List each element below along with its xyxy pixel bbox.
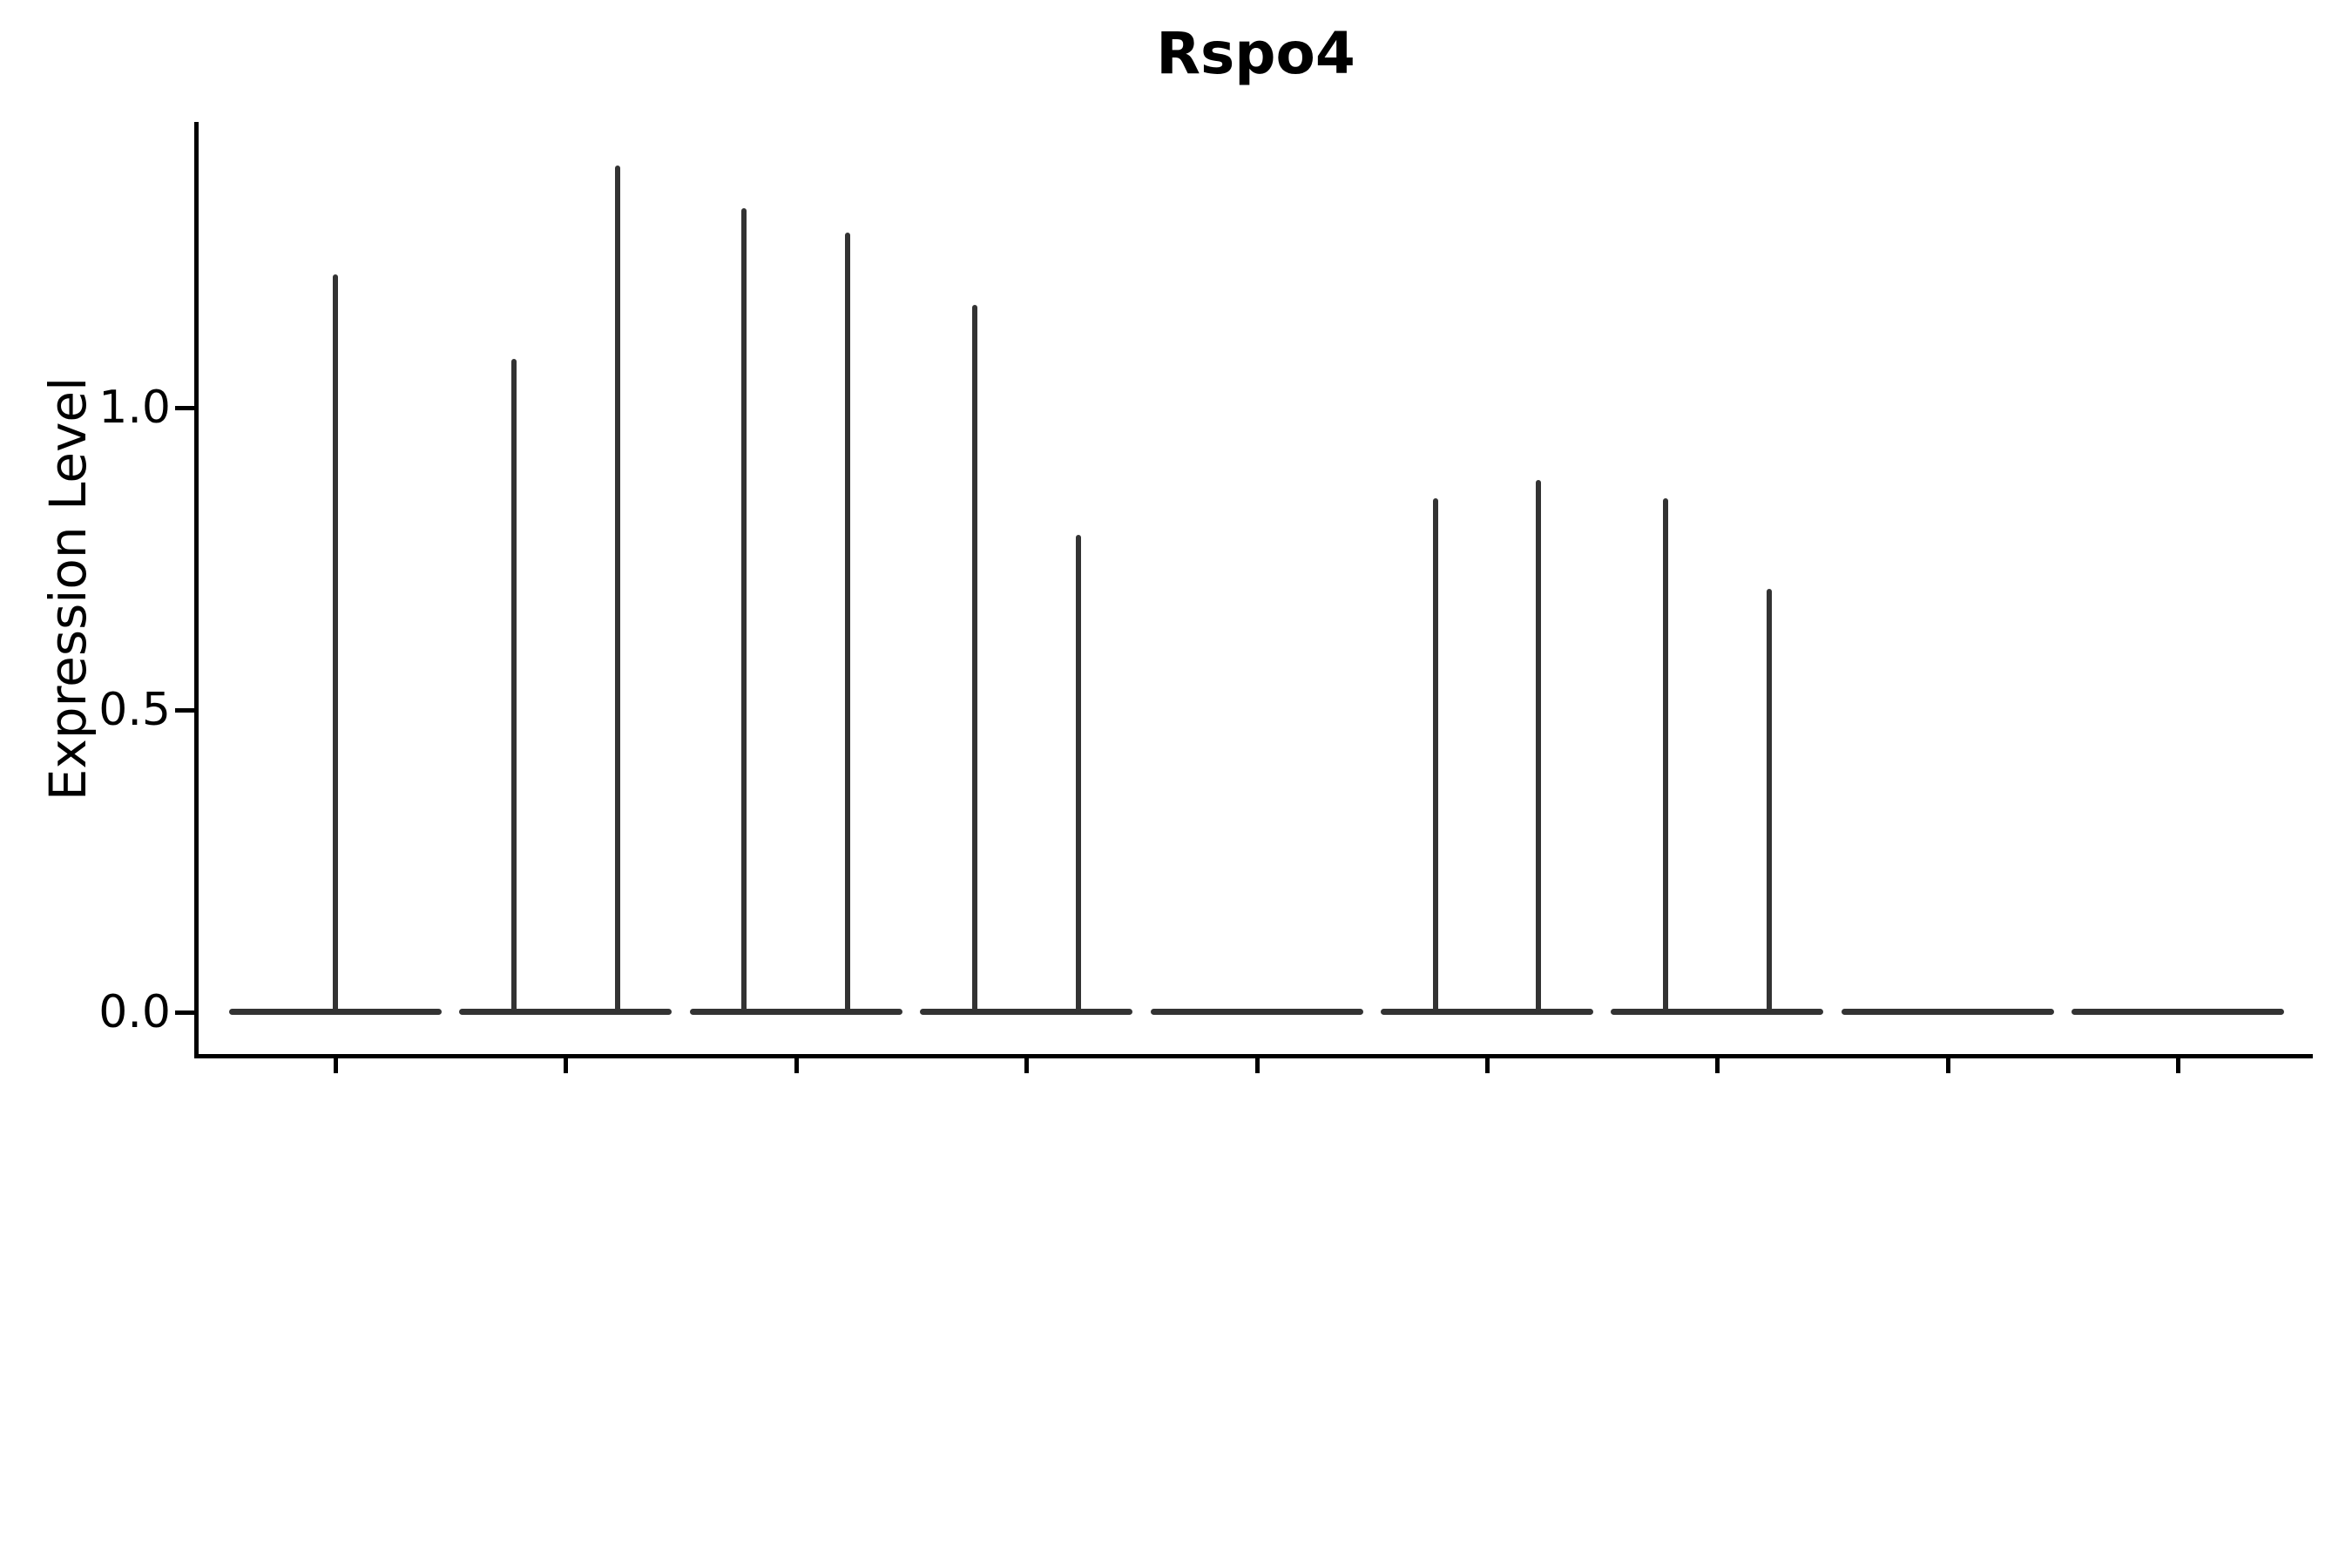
violin-body bbox=[1611, 1009, 1824, 1015]
violin-spike bbox=[1766, 589, 1772, 1012]
y-tick-label: 0.0 bbox=[98, 986, 171, 1038]
bottom-spine bbox=[194, 1054, 2313, 1058]
x-tick bbox=[1945, 1057, 1950, 1073]
violin-spike bbox=[333, 274, 338, 1012]
chart-title: Rspo4 bbox=[1156, 20, 1355, 87]
x-tick bbox=[2176, 1057, 2181, 1073]
violin-body bbox=[1150, 1009, 1363, 1015]
violin-body bbox=[920, 1009, 1133, 1015]
violin-body bbox=[2072, 1009, 2285, 1015]
y-tick-label: 1.0 bbox=[98, 382, 171, 434]
violin-spike bbox=[741, 207, 747, 1012]
y-tick bbox=[175, 1010, 194, 1015]
x-tick bbox=[1485, 1057, 1490, 1073]
y-tick-label: 0.5 bbox=[98, 684, 171, 736]
x-tick bbox=[1715, 1057, 1720, 1073]
violin-spike bbox=[510, 359, 517, 1012]
violin-spike bbox=[614, 166, 620, 1012]
x-tick bbox=[1254, 1057, 1260, 1073]
x-tick bbox=[564, 1057, 569, 1073]
violin-body bbox=[689, 1009, 902, 1015]
violin-spike bbox=[1536, 480, 1542, 1012]
y-tick bbox=[175, 708, 194, 713]
x-tick bbox=[1024, 1057, 1030, 1073]
x-tick bbox=[334, 1057, 338, 1073]
x-tick bbox=[794, 1057, 799, 1073]
violin-spike bbox=[971, 305, 977, 1012]
left-spine bbox=[194, 122, 199, 1058]
y-tick bbox=[175, 406, 194, 410]
violin-spike bbox=[845, 232, 851, 1012]
violin-spike bbox=[1662, 498, 1668, 1012]
violin-body bbox=[459, 1009, 672, 1015]
violin-body bbox=[1841, 1009, 2054, 1015]
y-axis-label: Expression Level bbox=[38, 376, 98, 801]
violin-spike bbox=[1075, 534, 1081, 1012]
violin-spike bbox=[1432, 498, 1438, 1012]
violin-body bbox=[1381, 1009, 1593, 1015]
